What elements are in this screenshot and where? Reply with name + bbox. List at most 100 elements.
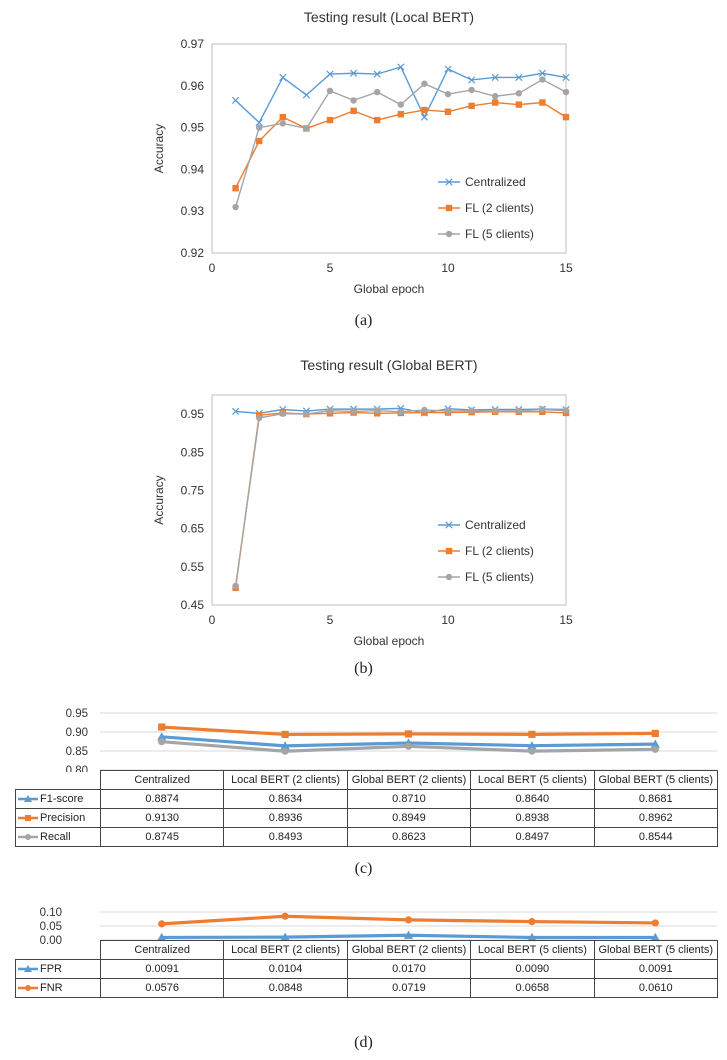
a-series-0-point-3-b <box>302 91 311 99</box>
c-table-series-label-2: Recall <box>15 827 101 847</box>
a-series-2-point-14 <box>562 88 570 96</box>
b-series-2-point-10 <box>468 407 475 414</box>
a-series-0-point-10 <box>467 76 476 84</box>
a-series-2-point-10 <box>468 86 475 94</box>
b-legend-2-marker <box>445 573 453 581</box>
a-series-1-point-10 <box>468 102 475 110</box>
a-series-1-point-13 <box>539 99 546 106</box>
a-series-2-point-5 <box>350 97 357 104</box>
d-table-header-3: Local BERT (5 clients) <box>470 940 595 960</box>
a-series-1-point-1 <box>256 137 263 145</box>
a-series-2-point-2 <box>279 120 286 127</box>
c-table-series-label-1: Precision <box>15 808 101 828</box>
a-xtick-0: 0 <box>209 261 216 275</box>
a-ytick-1: 0.93 <box>181 204 205 218</box>
b-series-2-point-7 <box>397 408 404 415</box>
a-legend-0-marker-b <box>445 178 453 186</box>
a-ytick-3: 0.95 <box>181 121 205 135</box>
b-series-2-point-1 <box>256 414 263 422</box>
a-series-2-point-7 <box>397 101 404 108</box>
a-legend-1-marker <box>445 204 453 212</box>
c-table-header-4: Global BERT (5 clients) <box>593 770 718 790</box>
a-plot-frame <box>211 43 567 254</box>
b-series-2-point-11 <box>492 407 499 415</box>
b-series-2-line <box>234 408 567 587</box>
a-xtick-1: 5 <box>327 261 334 275</box>
c-table-header-3: Local BERT (5 clients) <box>470 770 595 790</box>
d-table-cell: 0.0610 <box>593 978 718 998</box>
a-series-0-point-3 <box>302 91 311 99</box>
d-table-cell: 0.0719 <box>346 978 472 998</box>
a-legend-2-label: FL (5 clients) <box>465 227 534 241</box>
b-ytick-4: 0.85 <box>181 445 205 459</box>
a-series-0-point-5-b <box>349 69 358 77</box>
table-d-error-rates: Centralized Local BERT (2 clients) Global … <box>15 940 718 998</box>
c-legend-label-1: Precision <box>40 812 86 824</box>
d-series-0-point-4 <box>650 932 660 942</box>
a-series-2-point-11 <box>492 93 499 100</box>
b-series-2-point-5 <box>350 408 357 415</box>
a-series-0-point-0-b <box>231 96 240 105</box>
b-series-2-point-2 <box>279 410 286 417</box>
b-xtick-0: 0 <box>209 613 216 627</box>
d-table-header-1: Local BERT (2 clients) <box>223 940 348 960</box>
c-series-1-point-0 <box>158 723 166 731</box>
d-series-0-point-0 <box>157 932 167 942</box>
b-series-2-point-3 <box>303 410 310 418</box>
a-series-1-point-2 <box>279 113 286 121</box>
b-legend-2-label: FL (5 clients) <box>465 570 534 584</box>
chart-c-metrics: 0.95 0.90 0.85 0.80 <box>66 708 717 772</box>
caption-a: (a) <box>354 312 373 329</box>
c-table-cell: 0.9130 <box>99 808 225 828</box>
b-xlabel: Global epoch <box>354 634 425 648</box>
a-series-0-point-13 <box>538 69 547 77</box>
a-series-2-point-3 <box>303 125 310 132</box>
a-legend-0-label: Centralized <box>465 175 526 189</box>
c-legend-label-0: F1-score <box>40 793 84 805</box>
c-table-cell: 0.8962 <box>593 808 718 828</box>
a-series-2-point-0 <box>232 203 239 211</box>
d-table-cell: 0.0091 <box>593 959 718 979</box>
d-ytick-1: 0.05 <box>40 921 62 933</box>
caption-d: (d) <box>354 1034 373 1051</box>
c-table-cell: 0.8949 <box>346 808 472 828</box>
c-ytick-1: 0.90 <box>66 727 88 739</box>
a-series-1-point-4 <box>326 116 334 124</box>
c-table-cell: 0.8710 <box>346 789 472 809</box>
d-series-1-point-0 <box>158 920 166 928</box>
a-series-0-point-0 <box>231 96 240 105</box>
b-xtick-1: 5 <box>327 613 334 627</box>
a-legend-0-marker <box>445 178 453 186</box>
c-series-0-point-0 <box>157 732 167 741</box>
d-legend-key-marker-0 <box>24 965 32 973</box>
d-legend-key-0 <box>18 965 38 973</box>
a-series-2-point-8 <box>421 80 428 87</box>
a-xtick-3: 15 <box>559 261 573 275</box>
c-table-header-0: Centralized <box>99 770 225 790</box>
c-table-row-2: Recall 0.8745 0.8493 0.8623 0.8497 0.8544 <box>15 827 718 847</box>
d-table-series-label-1: FNR <box>15 978 101 998</box>
c-table-cell: 0.8938 <box>470 808 595 828</box>
b-ylabel: Accuracy <box>152 475 166 524</box>
chart-d-error-rates: 0.100.050.00 <box>40 907 717 946</box>
a-series-0-point-2 <box>279 73 287 82</box>
d-table-header-0: Centralized <box>99 940 225 960</box>
a-series-0-point-14 <box>562 73 570 82</box>
c-series-0-point-1 <box>280 741 290 750</box>
d-legend-label-0: FPR <box>40 963 62 975</box>
d-series-1-point-4 <box>651 919 659 927</box>
d-table-cell: 0.0576 <box>99 978 225 998</box>
b-legend-0-marker <box>445 521 453 529</box>
b-series-0-point-0 <box>231 407 240 416</box>
d-table-cell: 0.0090 <box>470 959 595 979</box>
chart-a-local-bert: Testing result (Local BERT) 0.92 0.93 0.94 0… <box>152 9 573 296</box>
a-series-0-point-12 <box>515 73 523 82</box>
d-table-series-label-0: FPR <box>15 959 101 979</box>
a-series-0-point-5 <box>349 69 358 77</box>
c-series-1-point-1 <box>281 730 289 739</box>
a-series-1-point-6 <box>374 116 381 124</box>
c-table-cell: 0.8681 <box>593 789 718 809</box>
c-legend-label-2: Recall <box>40 831 71 843</box>
c-series-2-point-0 <box>158 738 166 746</box>
b-legend-1-label: FL (2 clients) <box>465 544 534 558</box>
